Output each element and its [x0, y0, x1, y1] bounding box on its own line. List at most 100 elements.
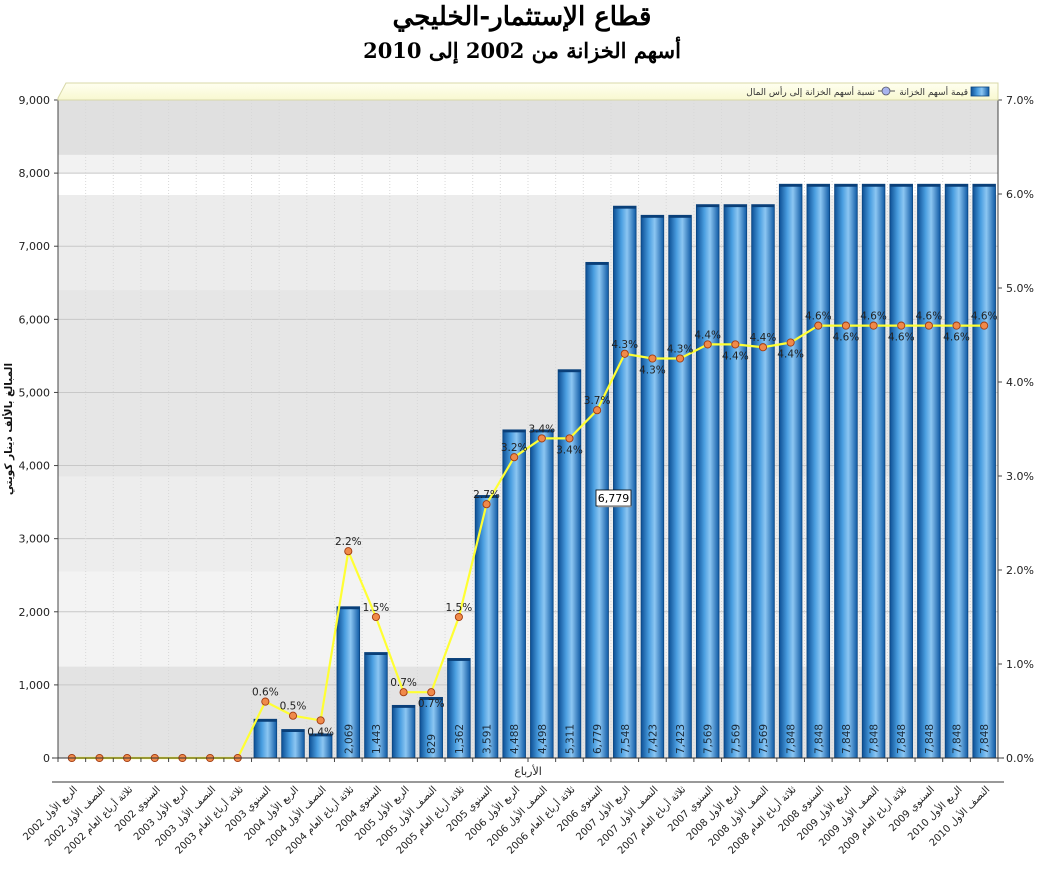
- bar-value-label: 3,591: [482, 724, 494, 754]
- bar-cap: [862, 184, 885, 187]
- y2-tick-label: 0.0%: [1006, 752, 1034, 765]
- ratio-value-label: 0.7%: [418, 698, 445, 710]
- bar-cap: [530, 429, 554, 433]
- ratio-value-label: 4.6%: [860, 311, 887, 323]
- ratio-marker: [703, 340, 712, 349]
- y-tick-label: 0: [43, 752, 50, 765]
- bar-cap: [392, 705, 415, 708]
- bar-value-label: 829: [426, 734, 438, 754]
- bar-cap: [917, 184, 941, 187]
- bar-cap: [502, 429, 526, 433]
- bar-cap: [613, 206, 637, 209]
- tooltip-text: 6,779: [598, 492, 630, 505]
- bar: [391, 704, 416, 759]
- legend-bar-label: قيمة أسهم الخزانة: [899, 86, 968, 98]
- bar-value-label: 5,311: [564, 724, 576, 754]
- bar-cap: [945, 184, 968, 187]
- ratio-marker: [648, 354, 657, 363]
- ratio-value-label: 3.4%: [528, 423, 555, 435]
- bar-cap: [419, 697, 443, 700]
- ratio-value-label: 4.6%: [888, 332, 915, 344]
- ratio-value-label: 4.6%: [943, 332, 970, 344]
- ratio-marker: [399, 688, 408, 697]
- y2-tick-label: 2.0%: [1006, 564, 1034, 577]
- bar-cap: [336, 606, 360, 610]
- bar-value-label: 4,488: [509, 724, 521, 754]
- y-tick-label: 7,000: [19, 240, 51, 253]
- ratio-marker: [593, 406, 602, 415]
- bar: [585, 261, 609, 759]
- bar-cap: [972, 184, 996, 187]
- bar-cap: [254, 719, 277, 722]
- ratio-value-label: 4.3%: [611, 339, 638, 351]
- bar: [640, 214, 665, 759]
- ratio-value-label: 3.2%: [501, 442, 528, 454]
- ratio-value-label: 0.4%: [307, 726, 334, 738]
- ratio-marker: [869, 321, 878, 330]
- bar-cap: [447, 658, 471, 661]
- legend-bar-swatch: [970, 86, 990, 97]
- y-tick-label: 3,000: [19, 533, 51, 546]
- bar: [778, 183, 803, 759]
- bar: [944, 183, 969, 759]
- ratio-value-label: 4.6%: [916, 311, 943, 323]
- ratio-marker: [676, 354, 685, 363]
- y-tick-label: 2,000: [19, 606, 51, 619]
- ratio-value-label: 0.5%: [280, 701, 307, 713]
- bar-cap: [751, 204, 775, 208]
- ratio-value-label: 0.6%: [252, 687, 279, 699]
- bar: [972, 183, 996, 759]
- ratio-value-label: 3.7%: [584, 395, 611, 407]
- bar-value-label: 7,848: [924, 724, 936, 754]
- bar-cap: [309, 733, 332, 737]
- bar-cap: [724, 204, 747, 208]
- ratio-marker: [731, 340, 740, 349]
- y-tick-label: 4,000: [19, 460, 51, 473]
- legend-line-label: نسبة أسهم الخزانة إلى رأس المال: [746, 86, 875, 98]
- bar: [806, 183, 831, 759]
- y2-tick-label: 6.0%: [1006, 188, 1034, 201]
- ratio-marker: [371, 612, 380, 622]
- bar-cap: [558, 369, 581, 373]
- bar-value-label: 7,848: [786, 724, 798, 754]
- bar: [530, 429, 554, 759]
- ratio-marker: [454, 612, 463, 622]
- bar-value-label: 6,779: [592, 724, 604, 754]
- bar-value-label: 7,569: [703, 724, 715, 754]
- ratio-value-label: 4.6%: [971, 311, 998, 323]
- ratio-marker: [537, 434, 546, 443]
- y-tick-label: 6,000: [19, 313, 51, 326]
- ratio-marker: [814, 321, 823, 330]
- y-tick-label: 8,000: [19, 167, 51, 180]
- chart-subtitle: أسهم الخزانة من 2002 إلى 2010: [363, 38, 681, 63]
- ratio-value-label: 2.7%: [473, 489, 500, 501]
- ratio-value-label: 4.6%: [805, 311, 832, 323]
- bar-value-label: 7,569: [758, 724, 770, 754]
- bar-value-label: 2,069: [343, 724, 355, 754]
- ratio-marker: [344, 547, 353, 556]
- ratio-value-label: 1.5%: [446, 602, 473, 614]
- bar: [834, 183, 858, 759]
- bar: [889, 183, 913, 759]
- ratio-value-label: 2.2%: [335, 536, 362, 548]
- bar: [861, 183, 886, 759]
- ratio-marker: [841, 321, 850, 330]
- ratio-marker: [427, 688, 436, 697]
- bar-value-label: 7,848: [979, 724, 991, 754]
- y-tick-label: 1,000: [19, 679, 51, 692]
- bar-value-label: 7,848: [869, 724, 881, 754]
- legend: قيمة أسهم الخزانة نسبة أسهم الخزانة إلى …: [57, 82, 999, 101]
- chart-title: قطاع الإستثمار-الخليجي: [392, 2, 652, 32]
- bar-value-label: 7,423: [675, 724, 687, 754]
- bar-value-label: 7,848: [841, 724, 853, 754]
- bar-value-label: 7,848: [952, 724, 964, 754]
- y-tick-label: 9,000: [19, 94, 51, 107]
- bar: [668, 214, 692, 759]
- ratio-value-label: 4.4%: [722, 350, 749, 362]
- ratio-value-label: 4.4%: [777, 349, 804, 361]
- bar-cap: [668, 215, 692, 218]
- bar-value-label: 7,423: [647, 724, 659, 754]
- y2-tick-label: 1.0%: [1006, 658, 1034, 671]
- bar-value-label: 1,362: [454, 724, 466, 754]
